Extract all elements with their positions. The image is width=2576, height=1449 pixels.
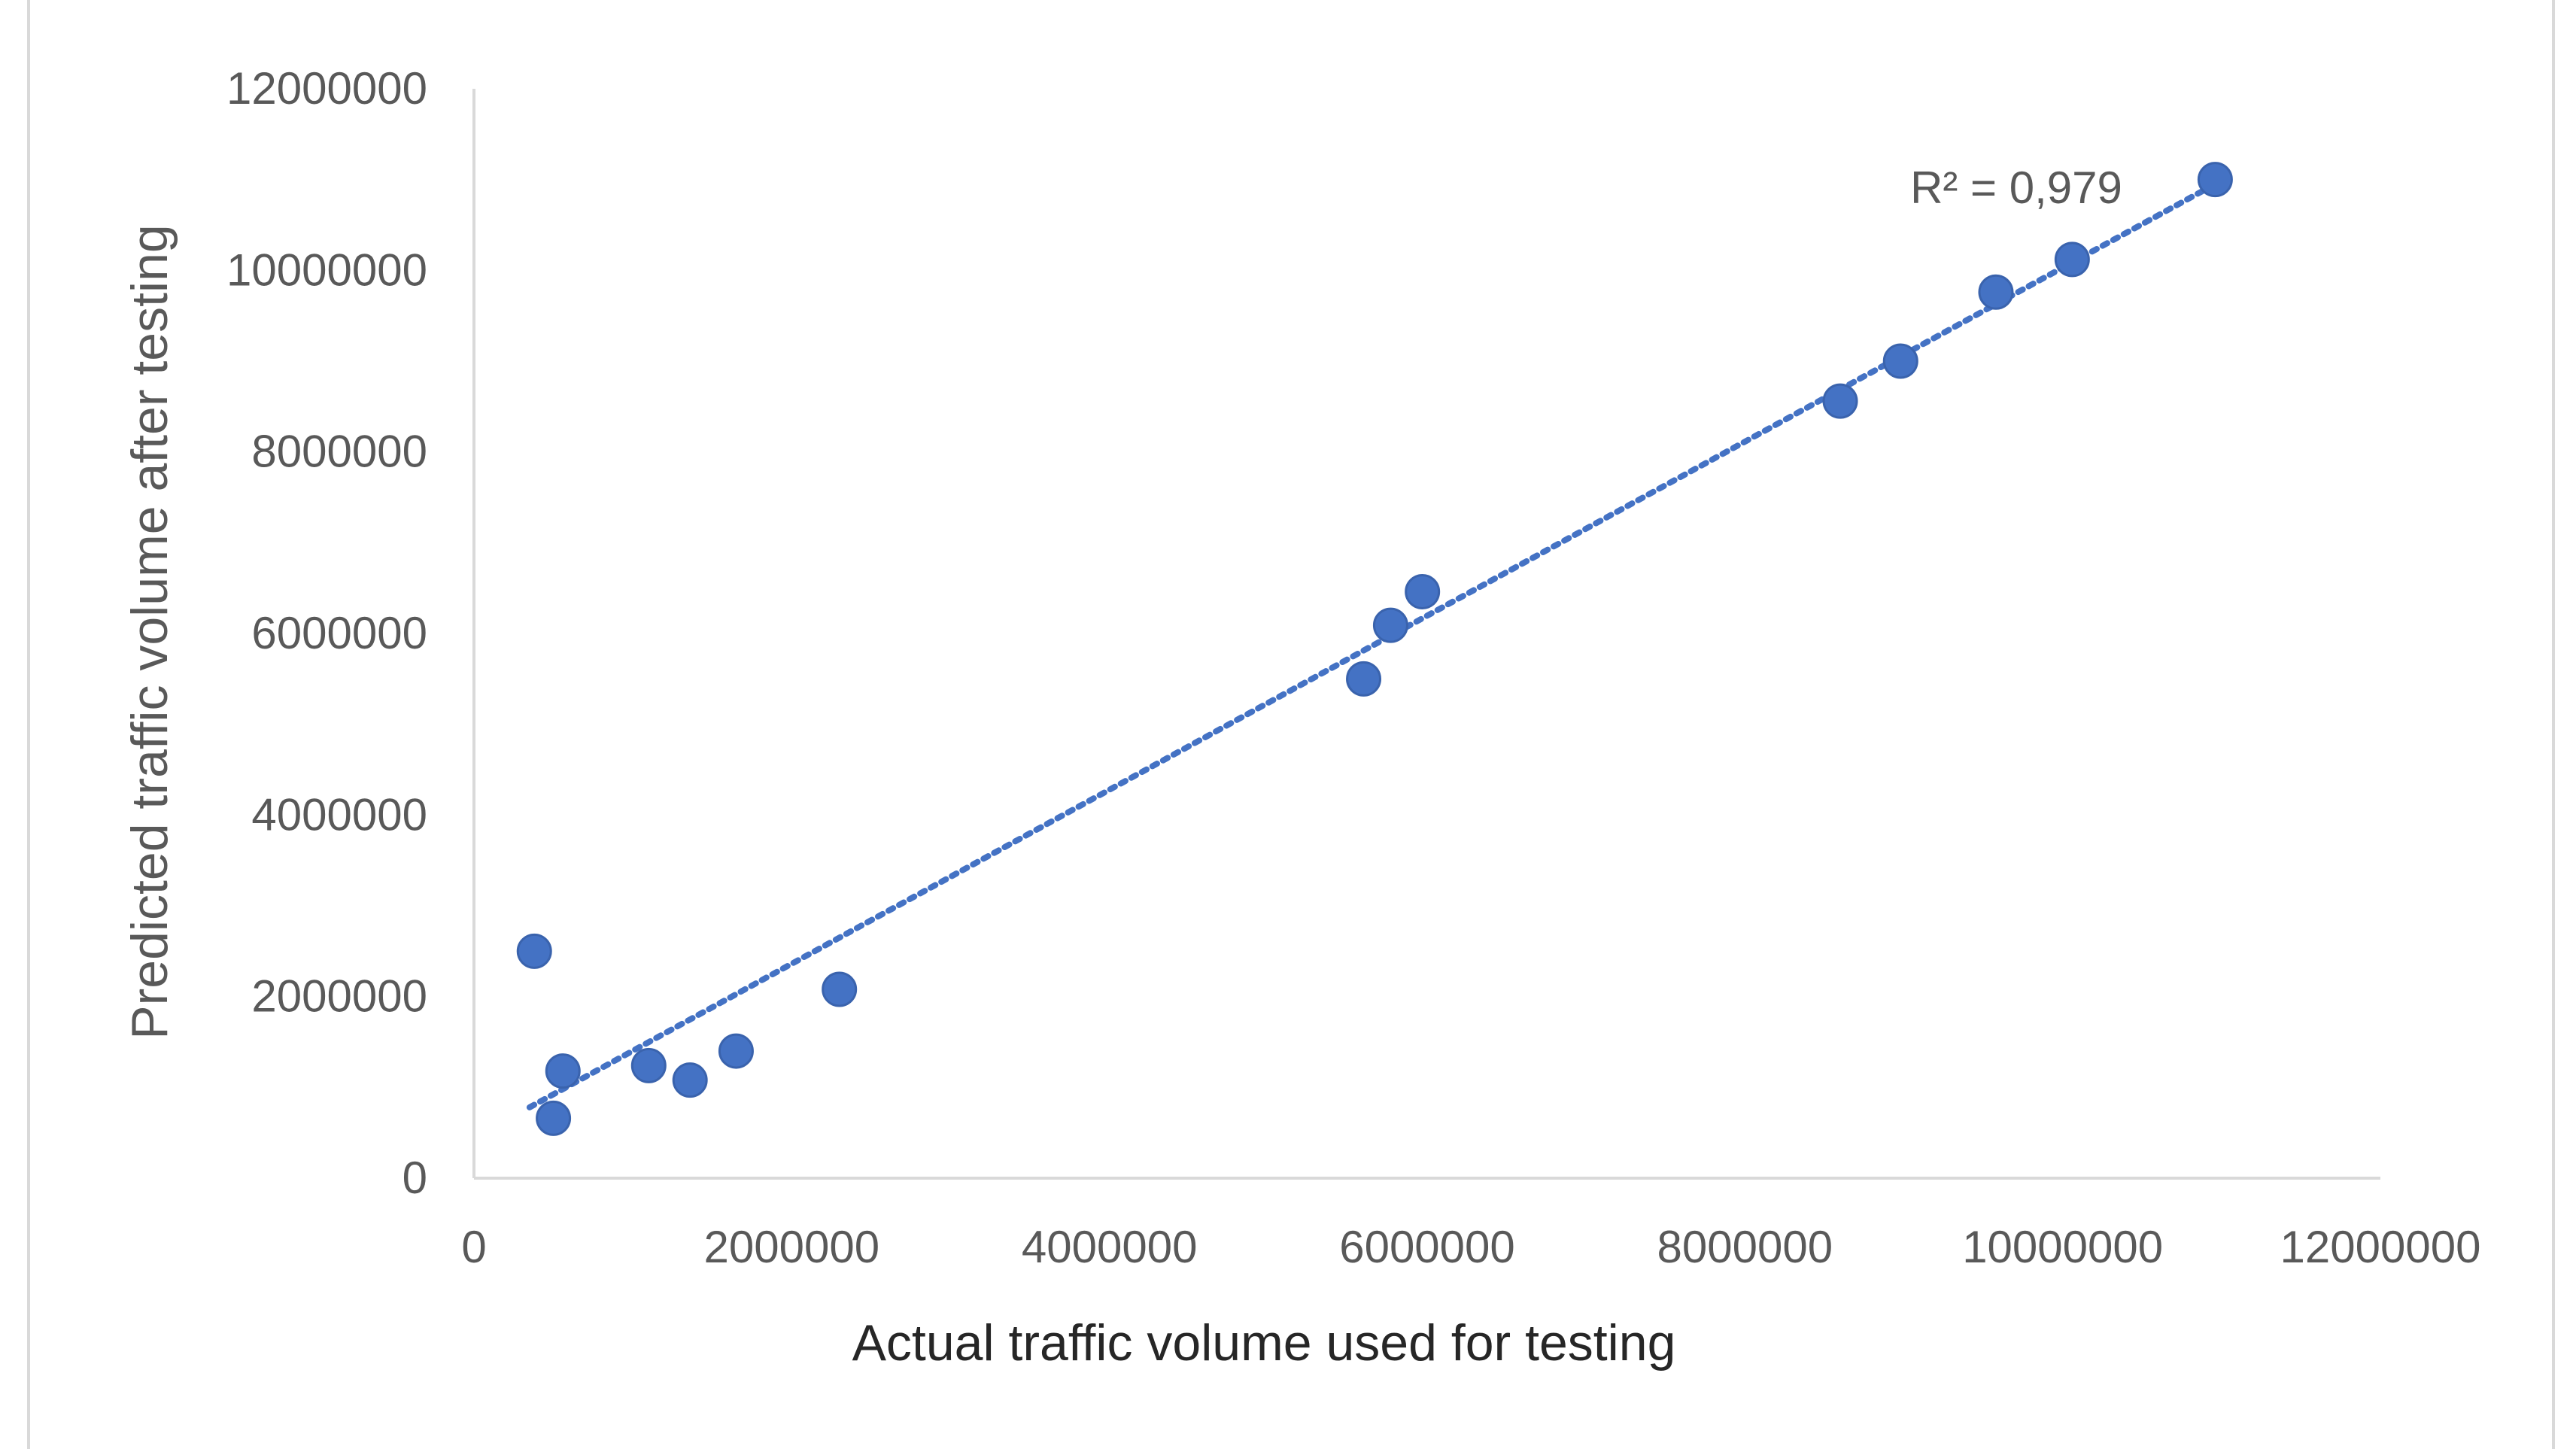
y-tick-label: 6000000 <box>251 608 427 658</box>
x-axis-title: Actual traffic volume used for testing <box>852 1314 1676 1372</box>
frame-border-right <box>2552 0 2555 1449</box>
y-tick-label: 12000000 <box>226 63 427 114</box>
data-point <box>2054 242 2090 278</box>
frame-border-left <box>27 0 30 1449</box>
data-point <box>516 933 552 969</box>
data-point <box>545 1053 581 1089</box>
x-tick-label: 4000000 <box>1022 1222 1198 1272</box>
x-tick-label: 2000000 <box>704 1222 880 1272</box>
y-tick-label: 10000000 <box>226 245 427 295</box>
x-tick-label: 8000000 <box>1657 1222 1833 1272</box>
data-point <box>2197 162 2233 198</box>
y-axis-title: Predicted traffic volume after testing <box>121 224 178 1039</box>
y-tick-label: 0 <box>402 1153 427 1203</box>
x-tick-labels: 0 2000000 4000000 6000000 8000000 10000000 120… <box>461 1222 2480 1272</box>
y-tick-labels: 0 2000000 4000000 6000000 8000000 10000000 120… <box>226 63 427 1203</box>
data-point <box>1372 607 1408 643</box>
trendline-group <box>526 181 2219 1110</box>
y-tick-label: 4000000 <box>251 789 427 840</box>
data-points <box>516 162 2233 1136</box>
data-point <box>536 1100 572 1136</box>
data-point <box>1882 343 1918 379</box>
y-tick-label: 2000000 <box>251 971 427 1022</box>
data-point <box>1405 573 1441 609</box>
data-point <box>718 1033 754 1069</box>
data-point <box>672 1062 708 1098</box>
y-tick-label: 8000000 <box>251 427 427 477</box>
x-tick-label: 0 <box>461 1222 486 1272</box>
data-point <box>1346 661 1382 697</box>
x-tick-label: 10000000 <box>1962 1222 2163 1272</box>
data-point <box>1978 274 2014 310</box>
r-squared-label: R² = 0,979 <box>1910 163 2122 213</box>
x-tick-label: 6000000 <box>1339 1222 1515 1272</box>
axes <box>472 89 2380 1180</box>
data-point <box>1822 383 1858 419</box>
trendline <box>526 181 2219 1110</box>
data-point <box>630 1047 667 1083</box>
data-point <box>822 971 858 1007</box>
x-tick-label: 12000000 <box>2280 1222 2481 1272</box>
